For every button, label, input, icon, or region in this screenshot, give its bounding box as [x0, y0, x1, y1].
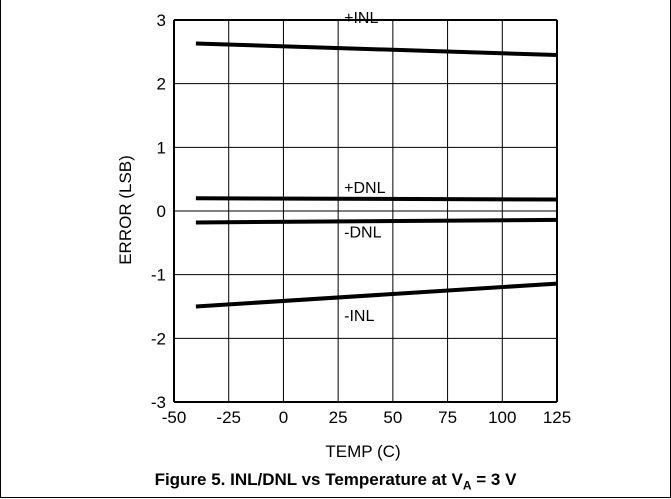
- y-tick-label: 0: [157, 202, 166, 221]
- series-line-plusminus-inl: [195, 41, 558, 58]
- x-tick-label: 25: [329, 408, 348, 427]
- x-tick-label: -50: [162, 408, 187, 427]
- y-tick-label: -1: [151, 266, 166, 285]
- x-tick-label: 0: [279, 408, 288, 427]
- y-axis-label: ERROR (LSB): [116, 155, 135, 265]
- x-tick-label: -25: [216, 408, 241, 427]
- x-tick-label: 125: [543, 408, 571, 427]
- x-tick-label: 50: [383, 408, 402, 427]
- x-axis-label: TEMP (C): [325, 442, 400, 461]
- y-tick-label: -2: [151, 329, 166, 348]
- x-tick-label: 100: [488, 408, 516, 427]
- x-tick-label: 75: [438, 408, 457, 427]
- y-tick-label: -3: [151, 393, 166, 412]
- y-tick-label: 2: [157, 75, 166, 94]
- figure-caption: Figure 5. INL/DNL vs Temperature at VA =…: [0, 470, 671, 492]
- caption-subscript: A: [462, 478, 472, 493]
- series-label-plusminus-dnl: +DNL: [344, 180, 385, 197]
- series-line-minus-dnl: [195, 217, 558, 225]
- caption-suffix: = 3 V: [471, 470, 517, 489]
- series-label-minus-inl: -INL: [344, 308, 374, 325]
- y-tick-label: 3: [157, 11, 166, 30]
- caption-text: Figure 5. INL/DNL vs Temperature at V: [154, 470, 463, 489]
- y-tick-label: 1: [157, 138, 166, 157]
- series-line-minus-inl: [195, 281, 558, 309]
- series-line-plusminus-dnl: [195, 196, 558, 202]
- series-label-minus-dnl: -DNL: [344, 225, 381, 242]
- series-label-plusminus-inl: +INL: [344, 10, 378, 27]
